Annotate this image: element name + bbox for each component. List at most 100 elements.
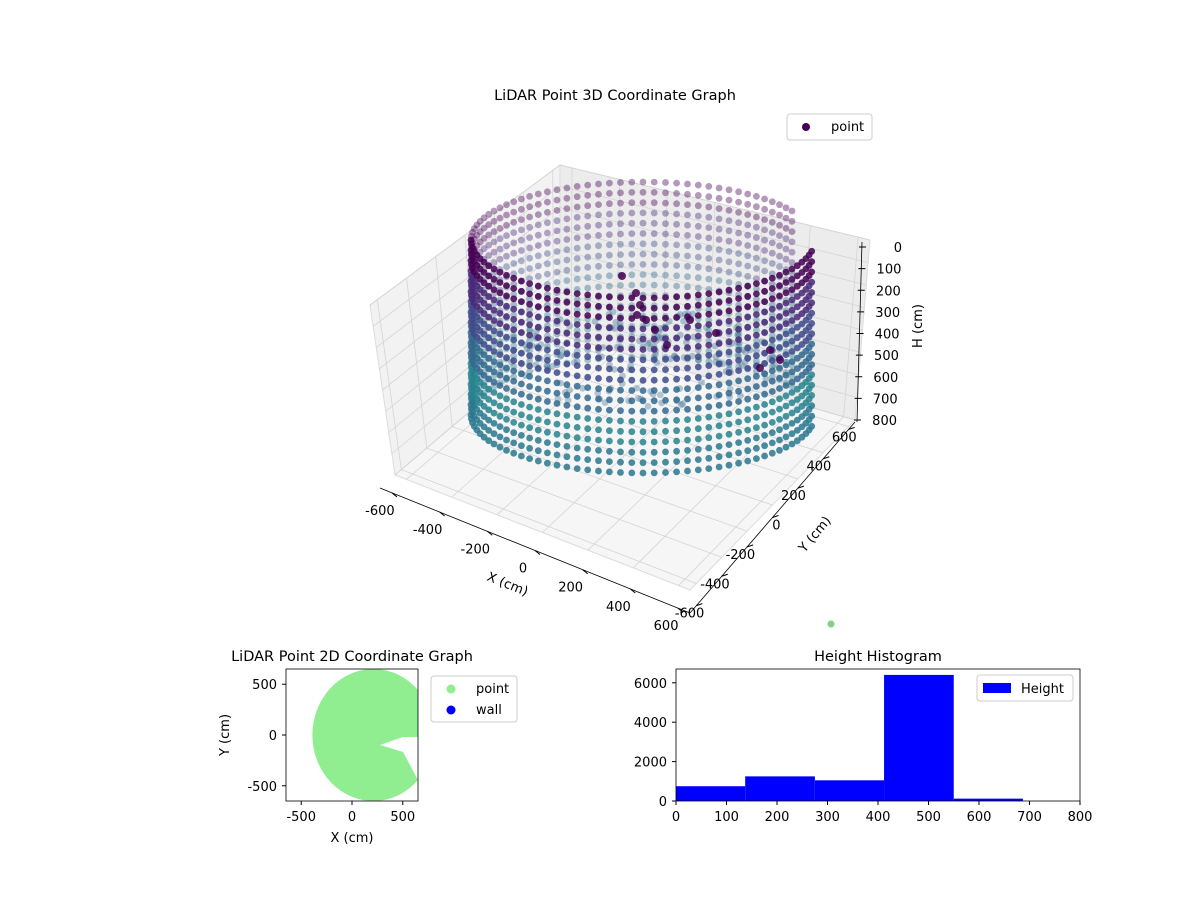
scatter-point-3d: [574, 383, 581, 390]
scatter-point-3d: [584, 312, 591, 319]
scatter-point-3d: [705, 321, 712, 328]
scatter-point-3d: [735, 439, 742, 446]
scatter-point-3d: [735, 250, 742, 257]
scatter-point-3d: [518, 257, 525, 264]
scatter-point-3d: [564, 330, 571, 337]
scatter-point-3d: [735, 295, 742, 302]
scatter-point-3d: [761, 206, 768, 213]
scatter-point-3d: [716, 289, 723, 296]
scatter-point-3d: [503, 344, 510, 351]
scatter-point-3d: [535, 222, 542, 229]
scatter-point-3d-cluster: [633, 311, 641, 319]
scatter-point-3d: [510, 326, 517, 333]
scatter-point-3d: [705, 424, 712, 431]
scatter-point-3d: [497, 444, 504, 451]
scatter-point-3d: [651, 439, 658, 446]
scatter-point-3d: [617, 189, 624, 196]
scatter-point-3d: [518, 247, 525, 254]
scatter-point-3d: [497, 413, 504, 420]
scatter-point-3d: [662, 397, 669, 404]
scatter-point-3d: [684, 354, 691, 361]
scatter-point-3d: [716, 309, 723, 316]
scatter-point-3d: [761, 268, 768, 275]
scatter-point-3d: [640, 408, 647, 415]
scatter-point-3d: [776, 272, 783, 279]
scatter-point-3d: [776, 344, 783, 351]
scatter-point-3d: [535, 334, 542, 341]
scatter-point-3d: [789, 338, 796, 345]
scatter-point-3d: [761, 216, 768, 223]
scatter-point-3d: [695, 343, 702, 350]
scatter-point-3d: [510, 398, 517, 405]
scatter-point-3d: [640, 470, 647, 477]
scatter-point-3d-cluster: [766, 346, 774, 354]
scatter-point-3d-cluster: [651, 326, 659, 334]
x-tick-label-hist: 400: [866, 810, 891, 825]
scatter-point-3d: [503, 243, 510, 250]
scatter-point-3d: [789, 348, 796, 355]
scatter-point-3d: [526, 291, 533, 298]
scatter-point-3d: [595, 416, 602, 423]
scatter-point-3d: [673, 345, 680, 352]
scatter-point-3d: [705, 352, 712, 359]
scatter-point-3d: [684, 457, 691, 464]
scatter-point-3d: [617, 294, 624, 301]
scatter-point-3d: [518, 319, 525, 326]
x-tick-label-hist: 600: [967, 810, 992, 825]
scatter-point-3d: [651, 356, 658, 363]
scatter-point-3d: [735, 240, 742, 247]
scatter-point-3d: [761, 309, 768, 316]
scatter-point-3d: [726, 441, 733, 448]
scatter-point-3d: [544, 419, 551, 426]
z-axis-label-3d: H (cm): [911, 304, 926, 348]
scatter-point-3d: [789, 327, 796, 334]
scatter-point-3d: [510, 378, 517, 385]
scatter-point-3d: [584, 425, 591, 432]
scatter-point-3d: [783, 392, 790, 399]
scatter-point-3d: [726, 297, 733, 304]
scatter-point-3d: [651, 230, 658, 237]
scatter-point-3d: [564, 453, 571, 460]
scatter-point-3d: [651, 387, 658, 394]
histogram-bar: [815, 780, 884, 801]
scatter-point-3d: [753, 435, 760, 442]
scatter-point-3d: [651, 459, 658, 466]
scatter-point-3d: [640, 428, 647, 435]
scatter-point-3d: [554, 441, 561, 448]
scatter-point-3d: [518, 298, 525, 305]
scatter-point-3d: [735, 336, 742, 343]
scatter-point-3d: [617, 220, 624, 227]
scatter-point-3d: [526, 352, 533, 359]
scatter-point-3d: [595, 303, 602, 310]
scatter-point-3d: [510, 440, 517, 447]
scatter-point-3d: [510, 388, 517, 395]
scatter-point-3d: [769, 398, 776, 405]
scatter-point-3d: [535, 283, 542, 290]
scatter-point-3d: [628, 408, 635, 415]
scatter-point-3d: [789, 430, 796, 437]
scatter-point-3d: [595, 324, 602, 331]
y-tick-label-3d: 0: [772, 519, 780, 534]
scatter-point-3d: [662, 200, 669, 207]
scatter-point-3d: [510, 275, 517, 282]
scatter-point-3d: [628, 449, 635, 456]
scatter-point-3d: [640, 210, 647, 217]
scatter-point-3d: [640, 459, 647, 466]
scatter-point-3d: [628, 210, 635, 217]
scatter-point-3d: [684, 416, 691, 423]
scatter-point-3d: [726, 462, 733, 469]
scatter-point-3d: [744, 396, 751, 403]
scatter-point-3d: [564, 226, 571, 233]
scatter-point-3d: [606, 231, 613, 238]
scatter-point-3d: [564, 195, 571, 202]
scatter-point-3d: [789, 249, 796, 256]
scatter-point-3d: [510, 368, 517, 375]
scatter-point-3d: [761, 432, 768, 439]
scatter-point-3d: [716, 350, 723, 357]
scatter-point-3d: [628, 377, 635, 384]
scatter-point-3d: [497, 225, 504, 232]
x-tick-label-3d: 0: [519, 562, 527, 577]
scatter-point-3d: [606, 294, 613, 301]
scatter-point-3d: [695, 405, 702, 412]
scatter-point-3d: [617, 200, 624, 207]
